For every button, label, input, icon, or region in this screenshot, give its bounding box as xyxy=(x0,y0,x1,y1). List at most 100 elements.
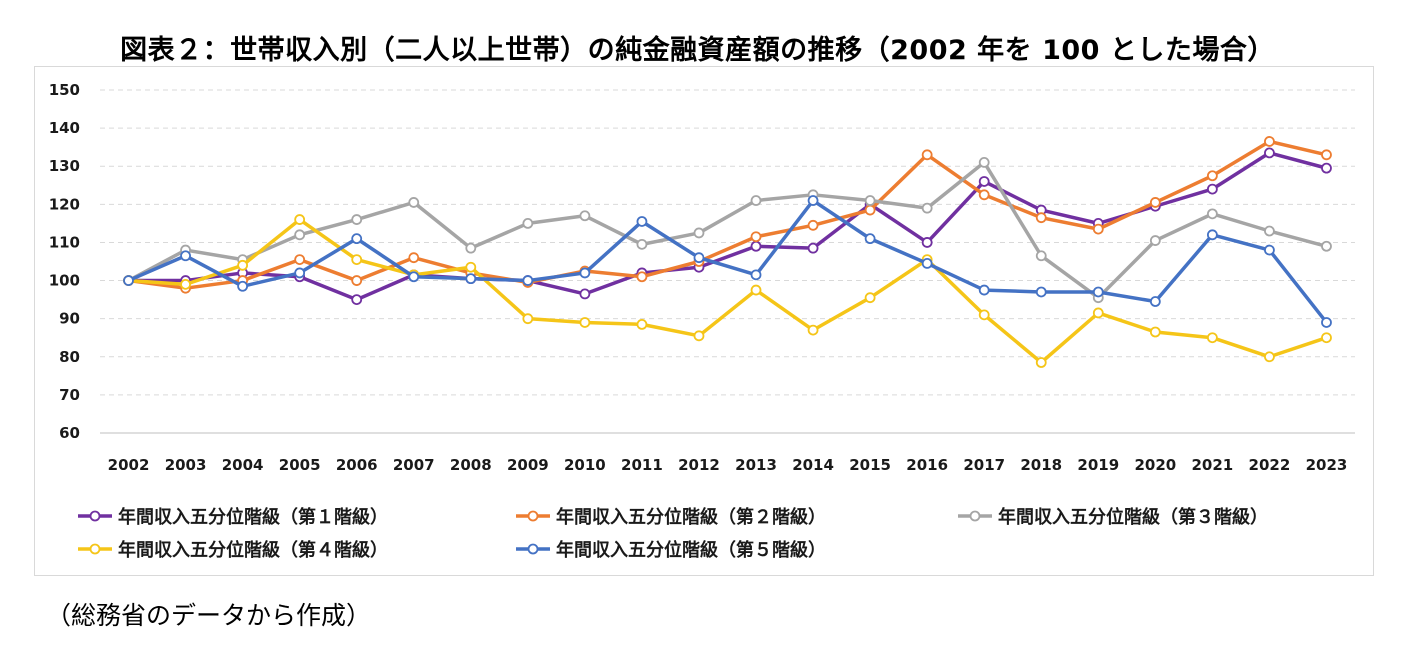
x-tick-label: 2022 xyxy=(1249,456,1291,474)
legend-item-1: 年間収入五分位階級（第１階級） xyxy=(78,506,388,528)
data-point xyxy=(693,330,705,342)
data-point xyxy=(465,261,477,273)
data-point xyxy=(1035,250,1047,262)
x-tick-label: 2021 xyxy=(1192,456,1234,474)
source-note: （総務省のデータから作成） xyxy=(46,601,372,630)
data-point xyxy=(750,240,762,252)
data-point xyxy=(636,271,648,283)
data-point xyxy=(351,233,363,245)
data-point xyxy=(1264,351,1275,363)
legend-label: 年間収入五分位階級（第３階級） xyxy=(998,506,1268,528)
x-tick-label: 2007 xyxy=(393,456,435,474)
series-4 xyxy=(123,214,1332,368)
data-point xyxy=(1321,317,1332,328)
data-point xyxy=(579,317,591,328)
data-point xyxy=(636,318,648,330)
data-point xyxy=(294,254,306,265)
legend-label: 年間収入五分位階級（第２階級） xyxy=(556,506,826,528)
data-point xyxy=(864,195,876,206)
x-tick-label: 2008 xyxy=(450,456,492,474)
data-point xyxy=(978,309,990,321)
data-point xyxy=(1264,147,1275,159)
x-tick-label: 2020 xyxy=(1134,456,1176,474)
legend-label: 年間収入五分位階級（第５階級） xyxy=(556,539,826,561)
x-tick-label: 2015 xyxy=(849,456,891,474)
data-point xyxy=(1092,307,1104,319)
data-point xyxy=(1264,136,1275,147)
data-point xyxy=(1149,235,1161,246)
x-tick-label: 2002 xyxy=(108,456,150,474)
data-point xyxy=(408,252,420,264)
data-point xyxy=(180,278,191,290)
data-point xyxy=(465,273,477,285)
data-point xyxy=(864,204,876,216)
legend-swatch-marker xyxy=(527,510,539,522)
data-point xyxy=(123,275,134,286)
data-point xyxy=(1321,240,1332,252)
data-point xyxy=(978,176,990,187)
data-point xyxy=(750,231,762,243)
chart-title: 図表２：世帯収入別（二人以上世帯）の純金融資産額の推移（2002 年を 100 … xyxy=(120,35,1275,66)
data-point xyxy=(1321,162,1332,174)
legend-item-5: 年間収入五分位階級（第５階級） xyxy=(516,539,826,561)
data-point xyxy=(921,149,933,161)
y-tick-label: 110 xyxy=(49,233,80,251)
data-point xyxy=(636,216,648,227)
x-tick-label: 2006 xyxy=(336,456,378,474)
data-point xyxy=(1149,326,1161,338)
data-point xyxy=(921,258,933,269)
series-line-4 xyxy=(126,217,1329,365)
y-tick-label: 60 xyxy=(59,424,80,442)
data-point xyxy=(1206,183,1218,195)
data-point xyxy=(1264,244,1275,256)
data-point xyxy=(579,267,591,279)
y-tick-label: 70 xyxy=(59,386,80,404)
x-tick-label: 2013 xyxy=(735,456,777,474)
data-point xyxy=(579,210,591,222)
data-point xyxy=(1264,225,1275,237)
data-point xyxy=(750,284,762,296)
data-point xyxy=(636,238,648,250)
data-point xyxy=(1206,229,1218,241)
data-point xyxy=(1206,170,1218,182)
x-tick-label: 2023 xyxy=(1306,456,1348,474)
data-point xyxy=(1092,223,1104,235)
y-tick-label: 120 xyxy=(49,195,80,213)
y-tick-label: 150 xyxy=(49,81,80,99)
x-tick-label: 2012 xyxy=(678,456,720,474)
data-point xyxy=(978,189,990,201)
chart-frame xyxy=(34,66,1374,576)
x-tick-label: 2004 xyxy=(222,456,264,474)
data-point xyxy=(294,214,306,225)
grid-layer xyxy=(100,89,1355,434)
data-point xyxy=(978,157,990,168)
data-point xyxy=(1149,197,1161,208)
legend-item-2: 年間収入五分位階級（第２階級） xyxy=(516,506,826,528)
series-line-2 xyxy=(126,139,1329,290)
y-tick-label: 90 xyxy=(59,310,80,328)
data-point xyxy=(408,271,420,283)
x-tick-label: 2005 xyxy=(279,456,321,474)
data-point xyxy=(864,292,876,304)
data-point xyxy=(294,267,306,279)
data-point xyxy=(1206,208,1218,220)
data-point xyxy=(807,219,819,231)
x-tick-label: 2011 xyxy=(621,456,663,474)
data-point xyxy=(351,275,363,286)
data-point xyxy=(351,214,363,225)
x-tick-label: 2016 xyxy=(906,456,948,474)
data-point xyxy=(522,275,534,286)
data-point xyxy=(1035,357,1047,368)
data-point xyxy=(408,197,420,208)
data-point xyxy=(522,313,534,325)
y-tick-label: 100 xyxy=(49,272,80,290)
x-tick-label: 2010 xyxy=(564,456,606,474)
data-point xyxy=(807,324,819,336)
data-point xyxy=(1321,149,1332,161)
data-point xyxy=(864,233,876,245)
data-point xyxy=(921,237,933,248)
data-point xyxy=(807,242,819,254)
x-tick-label: 2003 xyxy=(165,456,207,474)
data-point xyxy=(1321,332,1332,344)
